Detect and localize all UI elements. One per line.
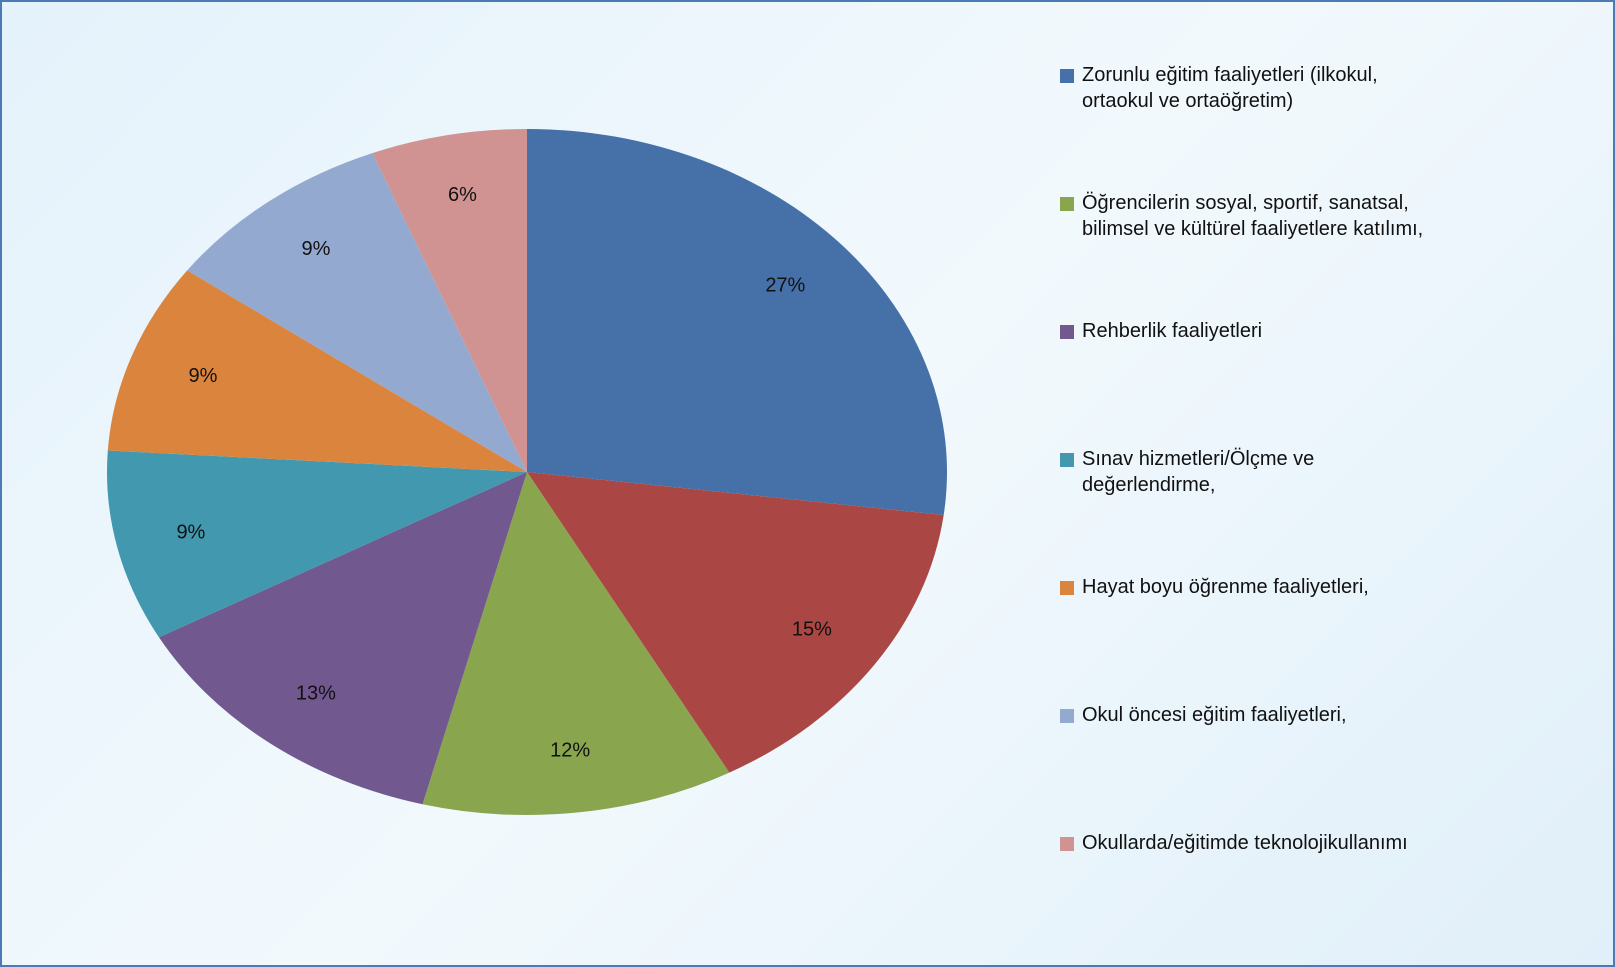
legend-entry: Zorunlu eğitim faaliyetleri (ilkokul, or… <box>1060 62 1542 114</box>
data-label: 27% <box>765 274 805 296</box>
pie-slice <box>107 270 528 472</box>
pie-slice <box>527 472 944 773</box>
legend-swatch <box>1060 709 1074 723</box>
legend-label: Sınav hizmetleri/Ölçme ve değerlendirme, <box>1082 448 1315 496</box>
pie-slice <box>372 129 527 472</box>
legend-entry: Hayat boyu öğrenme faaliyetleri, <box>1060 574 1542 600</box>
pie-slice <box>158 472 528 805</box>
legend-entry: Rehberlik faaliyetleri <box>1060 318 1542 344</box>
legend-swatch <box>1060 837 1074 851</box>
legend-swatch <box>1060 581 1074 595</box>
legend-label: Zorunlu eğitim faaliyetleri (ilkokul, or… <box>1082 64 1378 112</box>
pie-slice <box>422 472 730 815</box>
legend-swatch <box>1060 453 1074 467</box>
legend-label: Okul öncesi eğitim faaliyetleri, <box>1082 704 1347 726</box>
legend-swatch <box>1060 69 1074 83</box>
legend-swatch <box>1060 197 1074 211</box>
data-label: 13% <box>296 683 336 705</box>
data-label: 12% <box>550 739 590 761</box>
legend-swatch <box>1060 325 1074 339</box>
legend-label: Okullarda/eğitimde teknolojikullanımı <box>1082 832 1408 854</box>
data-label: 9% <box>189 365 218 387</box>
data-label: 9% <box>301 238 330 260</box>
legend-label: Öğrencilerin sosyal, sportif, sanatsal, … <box>1082 192 1424 240</box>
data-label: 15% <box>792 618 832 640</box>
legend-label: Hayat boyu öğrenme faaliyetleri, <box>1082 576 1369 598</box>
legend-label: Rehberlik faaliyetleri <box>1082 320 1263 342</box>
legend-entry: Sınav hizmetleri/Ölçme ve değerlendirme, <box>1060 446 1542 498</box>
data-label: 6% <box>448 184 477 206</box>
legend-entry: Okullarda/eğitimde teknolojikullanımı <box>1060 830 1542 856</box>
pie-slice <box>187 153 527 472</box>
pie-slice <box>107 450 528 638</box>
pie-slice <box>527 129 947 515</box>
legend-entry: Öğrencilerin sosyal, sportif, sanatsal, … <box>1060 190 1542 242</box>
data-label: 9% <box>176 522 205 544</box>
legend-entry: Okul öncesi eğitim faaliyetleri, <box>1060 702 1542 728</box>
